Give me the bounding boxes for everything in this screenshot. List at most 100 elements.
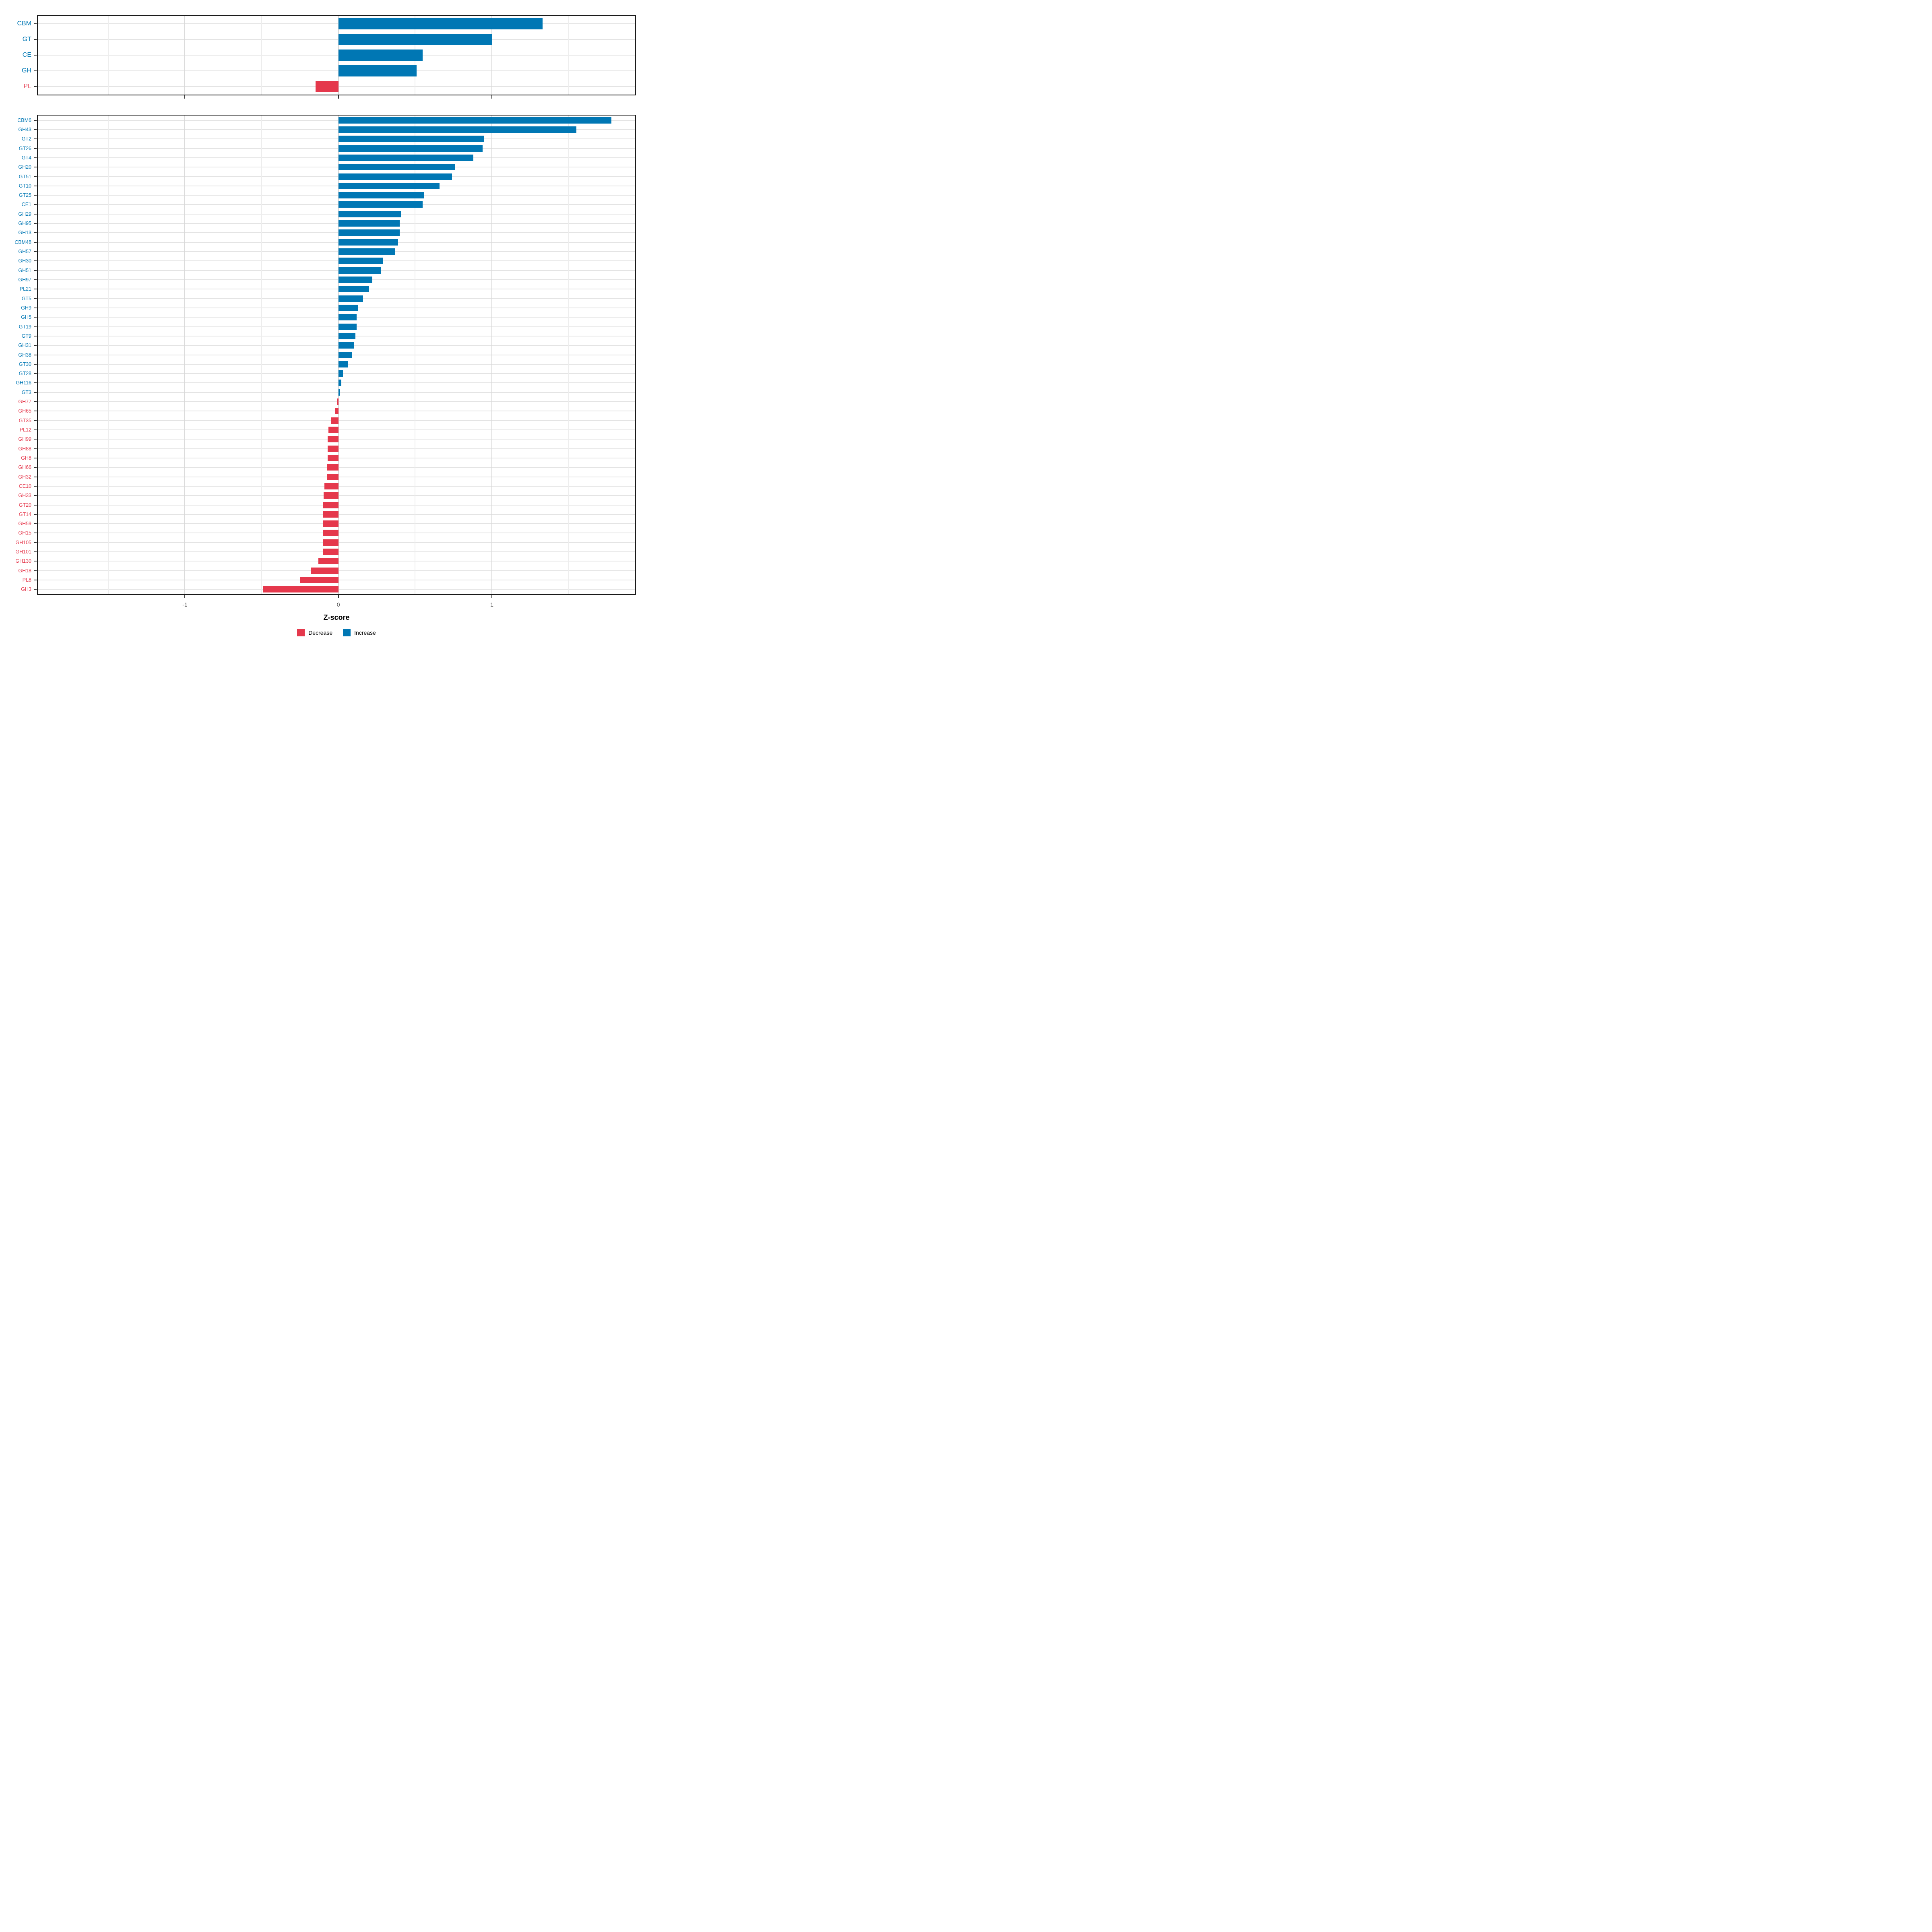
bar-GT2 xyxy=(338,136,484,142)
row-label-GT9: GT9 xyxy=(21,333,31,339)
y-tick xyxy=(34,551,37,553)
row-label-GH66: GH66 xyxy=(18,464,31,471)
y-tick xyxy=(34,317,37,318)
bar-CE10 xyxy=(324,483,339,489)
y-tick xyxy=(34,279,37,280)
row-label-GH3: GH3 xyxy=(21,586,31,592)
row-label-CE10: CE10 xyxy=(19,483,31,489)
gridline xyxy=(568,116,569,594)
row-label-GH116: GH116 xyxy=(16,380,31,386)
row-label-GT4: GT4 xyxy=(21,155,31,161)
row-label-GH9: GH9 xyxy=(21,305,31,311)
x-tick xyxy=(491,595,492,598)
row-label-GH51: GH51 xyxy=(18,267,31,273)
y-tick xyxy=(34,514,37,515)
y-tick xyxy=(34,439,37,440)
x-tick xyxy=(491,95,492,99)
bar-GT35 xyxy=(330,417,339,424)
gridline xyxy=(38,326,635,327)
legend-label-increase: Increase xyxy=(354,629,376,636)
gridline xyxy=(184,116,186,594)
y-tick xyxy=(34,589,37,590)
y-tick xyxy=(34,401,37,402)
bar-GH66 xyxy=(327,464,339,471)
bar-GH99 xyxy=(328,436,339,443)
bar-CBM6 xyxy=(338,117,612,124)
bar-GT28 xyxy=(338,370,343,377)
row-label-GH33: GH33 xyxy=(18,493,31,499)
gridline xyxy=(38,373,635,374)
gridline xyxy=(38,260,635,262)
gridline xyxy=(107,116,109,594)
bar-GH105 xyxy=(323,539,339,546)
row-label-GT35: GT35 xyxy=(19,417,31,423)
gridline xyxy=(38,129,635,130)
gridline xyxy=(38,55,635,56)
row-label-GH59: GH59 xyxy=(18,521,31,527)
bar-PL xyxy=(315,81,339,93)
bar-GH59 xyxy=(323,520,339,527)
gridline xyxy=(261,16,262,95)
row-label-CE1: CE1 xyxy=(21,202,31,208)
gridline xyxy=(38,157,635,158)
bar-CE1 xyxy=(338,201,423,208)
x-tick xyxy=(184,595,186,598)
row-label-GH95: GH95 xyxy=(18,221,31,227)
gridline xyxy=(38,23,635,24)
y-tick xyxy=(34,542,37,543)
y-tick xyxy=(34,223,37,224)
decrease-color-swatch xyxy=(297,629,305,636)
gridline xyxy=(38,382,635,384)
row-label-GH130: GH130 xyxy=(15,558,31,564)
row-label-GT19: GT19 xyxy=(19,324,31,330)
bar-GT3 xyxy=(338,389,340,396)
bar-GH9 xyxy=(338,304,359,311)
row-label-GH32: GH32 xyxy=(18,474,31,480)
row-label-GT25: GT25 xyxy=(19,192,31,198)
row-label-GH5: GH5 xyxy=(21,314,31,320)
y-tick xyxy=(34,485,37,487)
bar-GH8 xyxy=(328,454,339,461)
row-label-GT30: GT30 xyxy=(19,361,31,367)
row-label-GH38: GH38 xyxy=(18,352,31,358)
bar-CBM48 xyxy=(338,239,398,246)
bar-GH116 xyxy=(338,380,342,386)
row-label-GH20: GH20 xyxy=(18,164,31,170)
bar-GH20 xyxy=(338,164,455,171)
gridline xyxy=(38,138,635,140)
row-label-CBM6: CBM6 xyxy=(17,117,31,123)
bar-GH3 xyxy=(263,586,339,593)
row-label-GH101: GH101 xyxy=(15,549,31,555)
bar-GT5 xyxy=(338,295,363,302)
legend-label-decrease: Decrease xyxy=(308,629,333,636)
row-label-GH99: GH99 xyxy=(18,436,31,442)
row-label-CE: CE xyxy=(22,52,31,58)
y-tick xyxy=(34,420,37,421)
gridline xyxy=(38,298,635,299)
gridline xyxy=(491,116,492,594)
row-label-GH29: GH29 xyxy=(18,211,31,217)
bar-GT20 xyxy=(323,502,339,508)
bar-GH77 xyxy=(336,398,339,405)
row-label-GH97: GH97 xyxy=(18,277,31,283)
row-label-GH8: GH8 xyxy=(21,455,31,461)
bar-PL21 xyxy=(338,286,369,293)
row-label-PL12: PL12 xyxy=(19,427,31,433)
y-tick xyxy=(34,138,37,140)
gridline xyxy=(38,213,635,215)
y-tick xyxy=(34,523,37,524)
panel-cazyme-family xyxy=(37,115,636,595)
x-tick-label-zero: 0 xyxy=(336,601,340,608)
y-tick xyxy=(34,232,37,233)
bar-GH32 xyxy=(327,473,339,480)
y-tick xyxy=(34,270,37,271)
row-label-GT5: GT5 xyxy=(21,295,31,301)
row-label-CBM: CBM xyxy=(17,20,31,27)
y-tick xyxy=(34,504,37,506)
y-tick xyxy=(34,326,37,327)
row-label-GH18: GH18 xyxy=(18,568,31,574)
gridline xyxy=(38,270,635,271)
bar-GH88 xyxy=(328,445,339,452)
zscore-bar-chart-figure: CBM GT CE GH PL CBM6 GH43 GT2 GT26 GT4 GH20 GT51 GT… xyxy=(0,0,644,644)
y-tick xyxy=(34,467,37,468)
